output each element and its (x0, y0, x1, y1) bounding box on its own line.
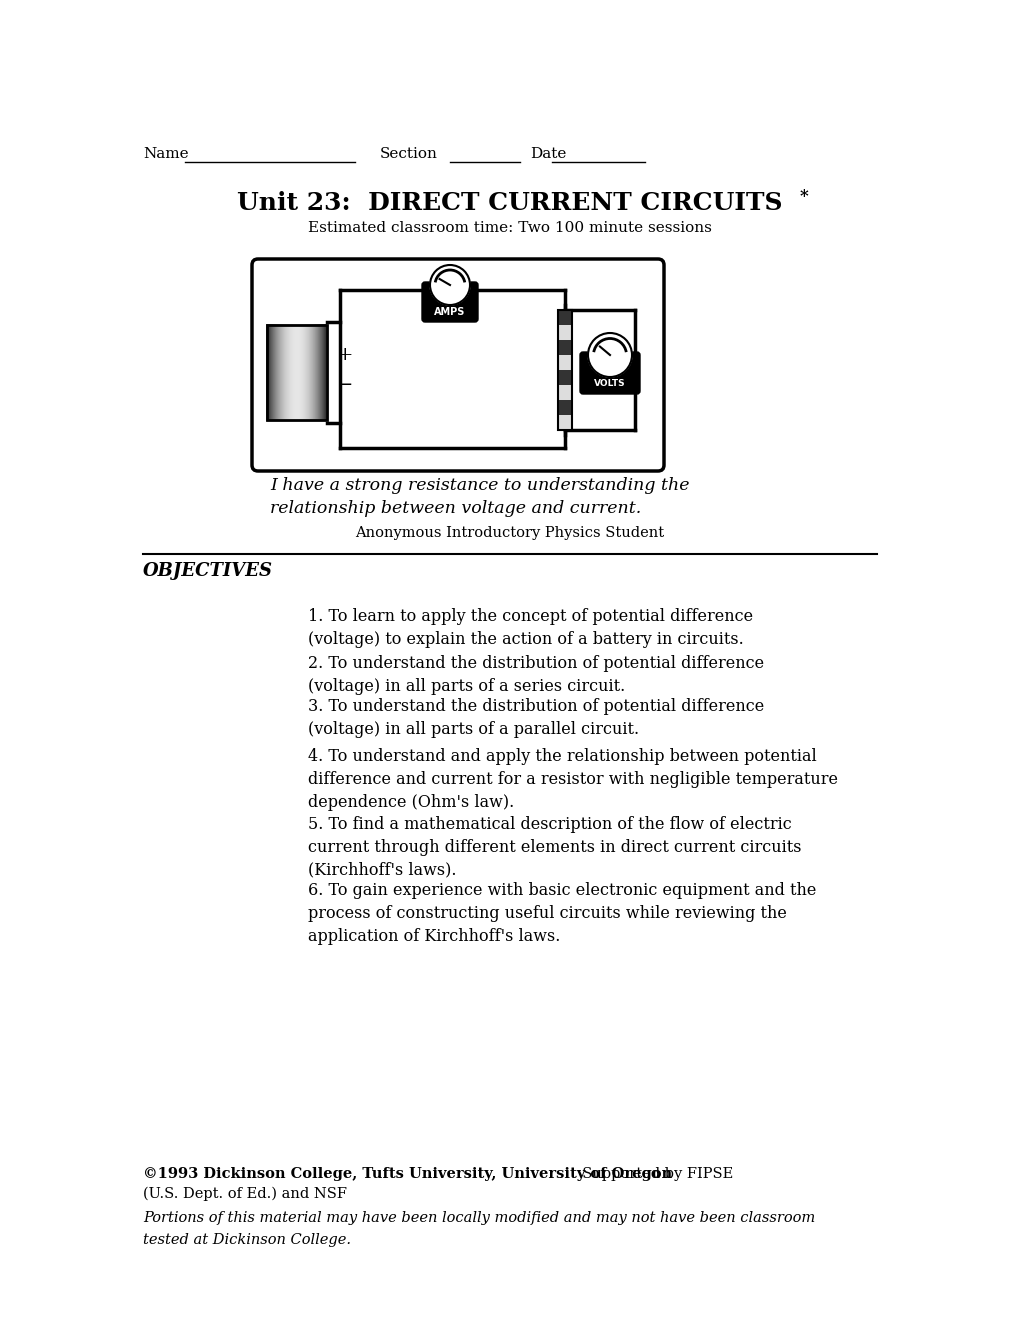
Text: 5. To find a mathematical description of the flow of electric
current through di: 5. To find a mathematical description of… (308, 816, 801, 879)
Text: Section: Section (380, 147, 437, 161)
Bar (557, 400, 572, 414)
Text: 6. To gain experience with basic electronic equipment and the
process of constru: 6. To gain experience with basic electro… (308, 882, 815, 945)
FancyBboxPatch shape (422, 282, 478, 322)
Bar (557, 355, 572, 370)
Text: (U.S. Dept. of Ed.) and NSF: (U.S. Dept. of Ed.) and NSF (143, 1187, 346, 1201)
Bar (557, 385, 572, 400)
Bar (557, 341, 572, 355)
Text: OBJECTIVES: OBJECTIVES (143, 562, 273, 579)
Bar (557, 310, 572, 430)
Text: I have a strong resistance to understanding the: I have a strong resistance to understand… (270, 477, 689, 494)
Text: Supported by FIPSE: Supported by FIPSE (573, 1167, 733, 1181)
Text: Date: Date (530, 147, 566, 161)
Text: Portions of this material may have been locally modified and may not have been c: Portions of this material may have been … (143, 1210, 814, 1225)
Bar (557, 414, 572, 430)
Text: Estimated classroom time: Two 100 minute sessions: Estimated classroom time: Two 100 minute… (308, 220, 711, 235)
Bar (557, 370, 572, 385)
Bar (267, 325, 327, 420)
Text: Unit 23:  DIRECT CURRENT CIRCUITS: Unit 23: DIRECT CURRENT CIRCUITS (237, 191, 782, 215)
Text: 3. To understand the distribution of potential difference
(voltage) in all parts: 3. To understand the distribution of pot… (308, 698, 763, 738)
Text: ©1993 Dickinson College, Tufts University, University of Oregon: ©1993 Dickinson College, Tufts Universit… (143, 1167, 672, 1181)
Bar (557, 325, 572, 341)
Circle shape (430, 265, 470, 305)
Text: Anonymous Introductory Physics Student: Anonymous Introductory Physics Student (355, 525, 664, 540)
Text: tested at Dickinson College.: tested at Dickinson College. (143, 1233, 351, 1247)
Text: 2. To understand the distribution of potential difference
(voltage) in all parts: 2. To understand the distribution of pot… (308, 655, 763, 694)
FancyBboxPatch shape (252, 259, 663, 471)
Text: +: + (336, 346, 354, 364)
Text: relationship between voltage and current.: relationship between voltage and current… (270, 500, 641, 517)
Text: VOLTS: VOLTS (594, 380, 626, 388)
Text: *: * (799, 187, 808, 205)
Bar (557, 310, 572, 325)
Text: 4. To understand and apply the relationship between potential
difference and cur: 4. To understand and apply the relations… (308, 748, 838, 810)
Text: −: − (336, 376, 353, 393)
FancyBboxPatch shape (580, 352, 639, 393)
Text: 1. To learn to apply the concept of potential difference
(voltage) to explain th: 1. To learn to apply the concept of pote… (308, 609, 752, 648)
Circle shape (587, 333, 632, 378)
Text: AMPS: AMPS (434, 308, 466, 317)
Text: Name: Name (143, 147, 189, 161)
